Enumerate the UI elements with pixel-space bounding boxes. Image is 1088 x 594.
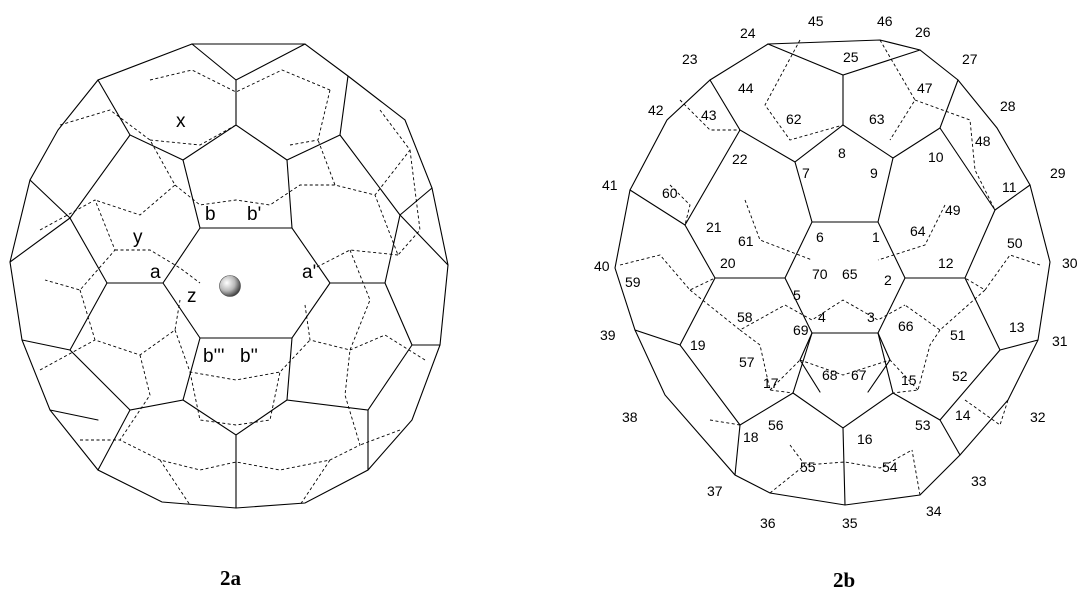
atom-number-61: 61 xyxy=(738,233,754,249)
fullerene-projection-2a: x y z a a' b b' b'' b''' 2a xyxy=(9,43,449,590)
caption-2a: 2a xyxy=(220,566,242,590)
atom-number-65: 65 xyxy=(842,266,858,282)
atom-number-34: 34 xyxy=(926,503,942,519)
atom-number-7: 7 xyxy=(802,165,810,181)
atom-number-45: 45 xyxy=(808,13,824,29)
atom-number-19: 19 xyxy=(690,337,706,353)
bond-label-x: x xyxy=(176,111,186,132)
atom-number-70: 70 xyxy=(812,266,828,282)
atom-number-1: 1 xyxy=(872,229,880,245)
atom-number-56: 56 xyxy=(768,417,784,433)
atom-number-40: 40 xyxy=(594,258,610,274)
bond-label-b-prime: b' xyxy=(247,204,261,225)
top-cap xyxy=(191,43,306,81)
atom-number-8: 8 xyxy=(838,145,846,161)
atom-number-2: 2 xyxy=(884,272,892,288)
atom-number-60: 60 xyxy=(662,185,678,201)
atom-number-51: 51 xyxy=(950,327,966,343)
bond-label-a: a xyxy=(150,262,161,283)
atom-number-33: 33 xyxy=(971,473,987,489)
atom-number-3: 3 xyxy=(867,309,875,325)
atom-number-55: 55 xyxy=(800,459,816,475)
atom-number-23: 23 xyxy=(682,51,698,67)
atom-number-35: 35 xyxy=(842,515,858,531)
outer-rim-2b xyxy=(614,39,1051,506)
atom-number-43: 43 xyxy=(701,107,717,123)
atom-number-21: 21 xyxy=(706,219,722,235)
fullerene-numbering-2b: 1234567891011121314151617181920212223242… xyxy=(594,13,1078,592)
atom-number-15: 15 xyxy=(901,372,917,388)
hidden-edges-2b xyxy=(619,39,1041,496)
atom-number-62: 62 xyxy=(786,111,802,127)
atom-number-6: 6 xyxy=(816,229,824,245)
atom-number-63: 63 xyxy=(869,111,885,127)
atom-number-4: 4 xyxy=(818,309,826,325)
atom-number-37: 37 xyxy=(707,483,723,499)
atom-number-69: 69 xyxy=(793,322,809,338)
atom-number-57: 57 xyxy=(739,354,755,370)
atom-number-31: 31 xyxy=(1052,333,1068,349)
hidden-edges-2a xyxy=(39,69,426,506)
atom-number-44: 44 xyxy=(738,80,754,96)
atom-number-52: 52 xyxy=(952,368,968,384)
atom-number-58: 58 xyxy=(737,309,753,325)
atom-number-32: 32 xyxy=(1030,409,1046,425)
atom-number-38: 38 xyxy=(622,409,638,425)
atom-number-36: 36 xyxy=(760,515,776,531)
atom-number-12: 12 xyxy=(938,255,954,271)
metal-atom-sphere xyxy=(219,275,241,297)
atom-number-26: 26 xyxy=(915,24,931,40)
bond-label-b: b xyxy=(205,204,216,225)
atom-number-53: 53 xyxy=(915,417,931,433)
atom-number-14: 14 xyxy=(955,407,971,423)
central-hexagon xyxy=(162,227,331,339)
atom-number-13: 13 xyxy=(1009,319,1025,335)
atom-number-10: 10 xyxy=(928,149,944,165)
atom-number-41: 41 xyxy=(602,177,618,193)
atom-number-66: 66 xyxy=(898,318,914,334)
atom-number-42: 42 xyxy=(648,102,664,118)
atom-number-24: 24 xyxy=(740,25,756,41)
atom-number-46: 46 xyxy=(877,13,893,29)
bond-label-b-double-prime: b'' xyxy=(240,346,258,367)
atom-number-17: 17 xyxy=(763,375,779,391)
caption-2b: 2b xyxy=(833,568,855,592)
outer-rim xyxy=(9,43,449,509)
atom-number-30: 30 xyxy=(1062,255,1078,271)
atom-number-48: 48 xyxy=(975,133,991,149)
atom-number-67: 67 xyxy=(851,367,867,383)
atom-number-64: 64 xyxy=(910,223,926,239)
atom-number-29: 29 xyxy=(1050,165,1066,181)
bond-label-y: y xyxy=(133,227,143,248)
atom-number-22: 22 xyxy=(732,151,748,167)
atom-number-47: 47 xyxy=(917,80,933,96)
bond-label-b-triple-prime: b''' xyxy=(203,346,224,367)
atom-number-49: 49 xyxy=(945,202,961,218)
atom-number-39: 39 xyxy=(600,327,616,343)
bond-label-a-prime: a' xyxy=(302,262,316,283)
atom-number-labels: 1234567891011121314151617181920212223242… xyxy=(594,13,1078,531)
atom-number-16: 16 xyxy=(857,431,873,447)
atom-number-68: 68 xyxy=(822,367,838,383)
atom-number-11: 11 xyxy=(1002,179,1017,195)
atom-number-5: 5 xyxy=(793,287,801,303)
bond-label-z: z xyxy=(187,286,197,307)
atom-number-28: 28 xyxy=(1000,98,1016,114)
atom-number-54: 54 xyxy=(882,459,898,475)
atom-number-25: 25 xyxy=(843,49,859,65)
atom-number-27: 27 xyxy=(962,51,978,67)
atom-number-20: 20 xyxy=(720,255,736,271)
atom-number-59: 59 xyxy=(625,274,641,290)
atom-number-18: 18 xyxy=(743,429,759,445)
atom-number-50: 50 xyxy=(1007,235,1023,251)
atom-number-9: 9 xyxy=(870,165,878,181)
